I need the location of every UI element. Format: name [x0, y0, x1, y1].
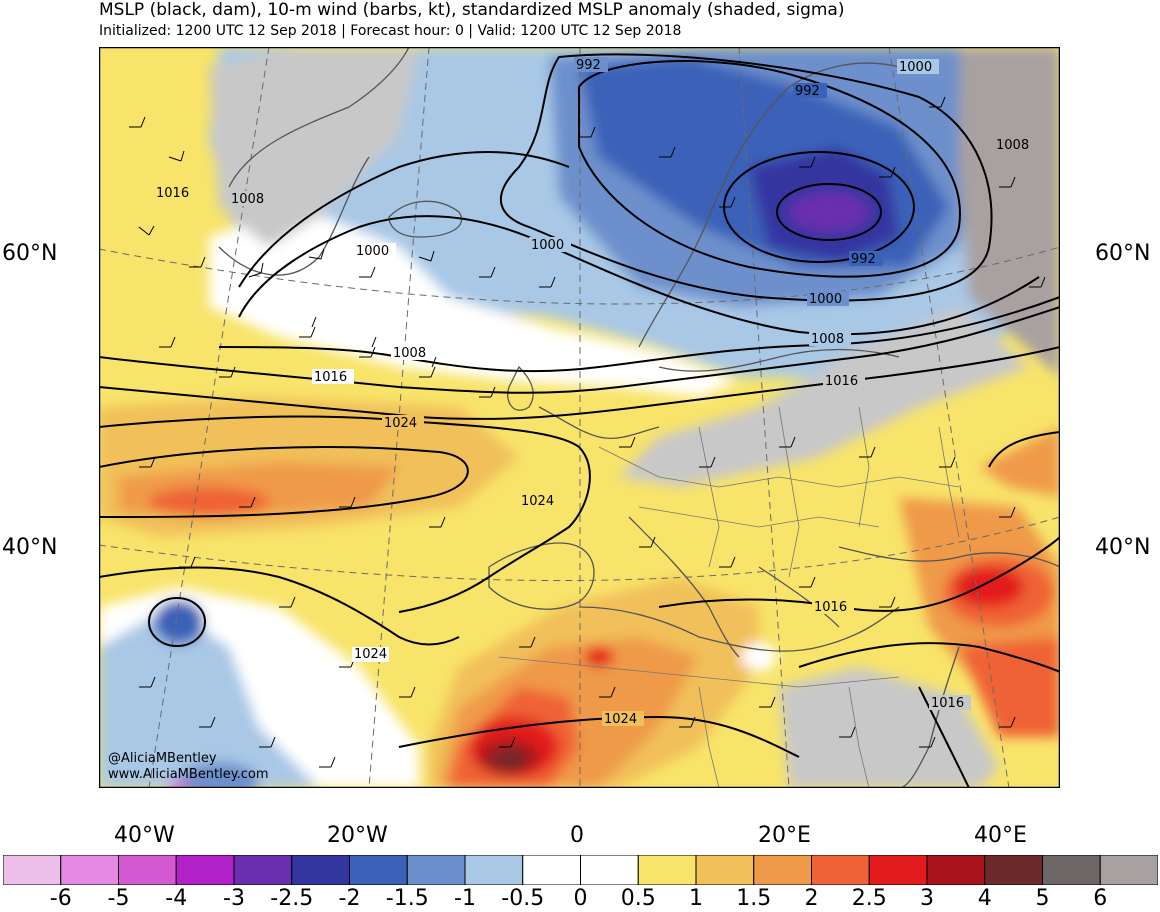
isobar-label: 1016	[814, 600, 847, 615]
credit-handle: @AliciaMBentley	[108, 751, 217, 766]
coastlines	[218, 47, 1060, 788]
colorbar-tick-label: -2	[338, 886, 361, 911]
anomaly-grey-northeast	[959, 47, 1060, 377]
isobar-label: 1024	[384, 416, 417, 431]
colorbar-box	[464, 855, 524, 885]
isobar-label: 1008	[231, 192, 264, 207]
isobar-label: 1016	[931, 696, 964, 711]
colorbar-box	[60, 855, 119, 885]
lon-label-40w: 40°W	[114, 823, 175, 848]
wind-barbs	[129, 96, 1046, 768]
colorbar-box	[580, 855, 639, 885]
colorbar-box	[3, 855, 62, 885]
colorbar-tick-label: 2.5	[851, 886, 887, 911]
map-frame	[99, 47, 1060, 788]
colorbar-box	[406, 855, 466, 885]
colorbar-tick-label: 4	[977, 886, 992, 911]
country-borders	[498, 406, 960, 788]
lon-label-20e: 20°E	[758, 823, 811, 848]
lon-label-20w: 20°W	[327, 823, 388, 848]
colorbar-tick-label: 0	[573, 886, 588, 911]
isobar-label: 992	[851, 252, 876, 267]
colorbar-box	[1042, 855, 1101, 885]
colorbar-box	[522, 855, 581, 885]
lon-label-40e: 40°E	[974, 823, 1027, 848]
isobar-label: 1024	[604, 712, 637, 727]
isobar-label: 1008	[811, 332, 844, 347]
colorbar-box	[291, 855, 350, 885]
isobars	[99, 53, 1060, 788]
credit-url: www.AliciaMBentley.com	[108, 767, 269, 782]
colorbar-tick-label: -0.5	[501, 886, 545, 911]
colorbar-box	[233, 855, 293, 885]
isobar-label: 1016	[156, 186, 189, 201]
colorbar-box	[926, 855, 986, 885]
colorbar-tick-label: -1.5	[385, 886, 429, 911]
anomaly-blue-southwest	[99, 607, 319, 788]
colorbar-tick-label: -4	[165, 886, 188, 911]
colorbar-tick-label: 2	[804, 886, 819, 911]
colorbar-tick-label: 5	[1035, 886, 1050, 911]
isobar-label-group: 992 992 992 1000 1000 1000 1000 1008 100…	[154, 57, 1036, 727]
colorbar-box	[175, 855, 235, 885]
colorbar-box	[695, 855, 755, 885]
colorbar-tick-label: 6	[1093, 886, 1108, 911]
isobar-label: 1008	[393, 346, 426, 361]
colorbar	[3, 855, 1158, 885]
isobar-label: 992	[795, 84, 820, 99]
isobar-label: 1016	[314, 370, 347, 385]
isobar-label: 1000	[809, 292, 842, 307]
lat-label-40n-left: 40°N	[2, 535, 58, 560]
lon-label-0: 0	[570, 823, 584, 848]
colorbar-box	[811, 855, 870, 885]
colorbar-box	[753, 855, 812, 885]
lat-label-40n-right: 40°N	[1095, 535, 1151, 560]
isobar-label: 1008	[996, 138, 1029, 153]
colorbar-tick-label: 3	[920, 886, 934, 911]
isobar-label: 1000	[356, 244, 389, 259]
map-canvas: 992 992 992 1000 1000 1000 1000 1008 100…	[99, 47, 1060, 788]
colorbar-tick-label: -6	[49, 886, 72, 911]
isobar-label: 1000	[531, 238, 564, 253]
colorbar-tick-label: -5	[107, 886, 130, 911]
isobar-label: 1024	[521, 494, 554, 509]
colorbar-tick-label: 0.5	[620, 886, 656, 911]
lat-label-60n-right: 60°N	[1095, 241, 1151, 266]
isobar-label-1024-sw: 1024	[352, 647, 390, 662]
colorbar-tick-label: 1.5	[736, 886, 772, 911]
colorbar-tick-label: -3	[223, 886, 245, 911]
colorbar-tick-label: -1	[454, 886, 476, 911]
chart-subtitle: Initialized: 1200 UTC 12 Sep 2018 | Fore…	[99, 23, 682, 39]
colorbar-box	[868, 855, 928, 885]
colorbar-box	[1099, 855, 1158, 885]
isobar-label: 1000	[899, 60, 932, 75]
colorbar-box	[349, 855, 408, 885]
colorbar-box	[118, 855, 177, 885]
map-panel: 992 992 992 1000 1000 1000 1000 1008 100…	[99, 47, 1060, 788]
colorbar-tick-label: 1	[689, 886, 703, 911]
isobar-label: 1016	[825, 374, 858, 389]
lat-label-60n-left: 60°N	[2, 241, 58, 266]
colorbar-box	[984, 855, 1043, 885]
colorbar-box	[637, 855, 697, 885]
colorbar-tick-label: -2.5	[270, 886, 314, 911]
isobar-label: 992	[576, 58, 601, 73]
chart-title: MSLP (black, dam), 10-m wind (barbs, kt)…	[99, 0, 845, 20]
